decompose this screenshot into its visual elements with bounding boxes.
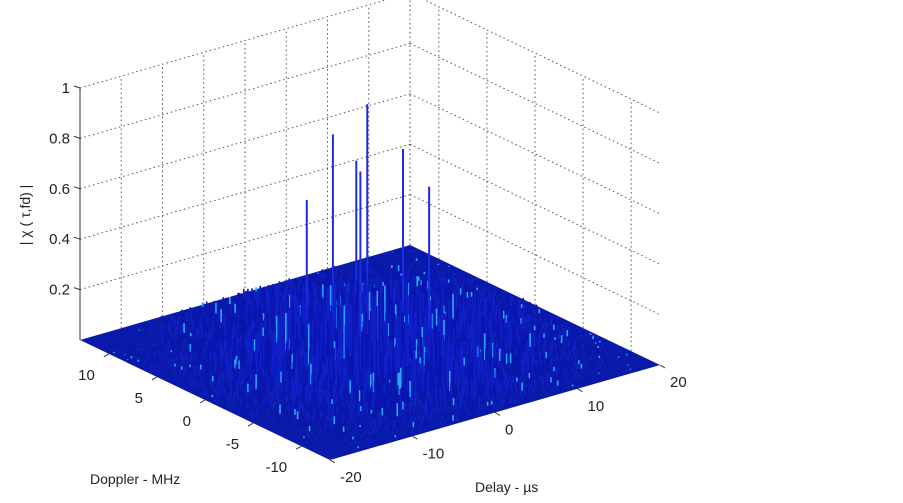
doppler-tick: [295, 445, 302, 450]
axes: 0.2 0.4 0.6 0.8 1 10 5 0 -5 -10 -20 -10 0 10 20: [49, 80, 687, 486]
grid-line-z: [409, 93, 661, 215]
z-tick-label: 0.4: [49, 231, 70, 248]
doppler-tick: [199, 399, 206, 404]
z-tick: [73, 186, 81, 190]
surface: [80, 104, 660, 460]
doppler-tick: [151, 376, 158, 381]
z-tick: [73, 287, 81, 291]
delay-tick: [329, 459, 336, 464]
doppler-tick: [247, 422, 254, 427]
z-tick: [73, 135, 81, 139]
z-tick: [73, 85, 81, 89]
grid-line-z: [79, 143, 411, 240]
delay-tick-label: -20: [340, 469, 362, 486]
doppler-tick-label: 10: [78, 367, 95, 384]
doppler-tick-label: 5: [135, 390, 143, 407]
doppler-tick: [103, 353, 110, 358]
grid-line-z: [409, 194, 661, 316]
grid-line-z: [79, 93, 411, 190]
grid-line-z: [409, 143, 661, 265]
delay-tick-label: 0: [505, 422, 513, 439]
z-axis-label: | χ ( τ,fd) |: [17, 185, 33, 246]
delay-tick: [659, 364, 666, 369]
x-axis-label: Delay - µs: [475, 479, 538, 495]
grid-line-z: [409, 42, 661, 164]
z-tick-label: 0.8: [49, 130, 70, 147]
doppler-tick-label: -5: [226, 436, 239, 453]
z-tick-label: 0.6: [49, 181, 70, 198]
delay-tick: [412, 435, 418, 440]
y-axis-label: Doppler - MHz: [90, 471, 180, 487]
delay-tick: [494, 412, 501, 416]
delay-tick: [577, 388, 583, 393]
delay-tick-label: 10: [588, 398, 605, 415]
delay-tick-label: 20: [670, 374, 687, 391]
grid-line-z: [423, 0, 661, 114]
grid-lines: [79, 0, 661, 352]
doppler-tick-label: 0: [183, 413, 191, 430]
z-tick-label: 1: [62, 80, 70, 97]
doppler-tick-label: -10: [265, 459, 287, 476]
grid-line-z: [79, 42, 411, 139]
z-tick-label: 0.2: [49, 282, 70, 299]
delay-tick-label: -10: [423, 445, 445, 462]
z-tick: [73, 236, 81, 240]
